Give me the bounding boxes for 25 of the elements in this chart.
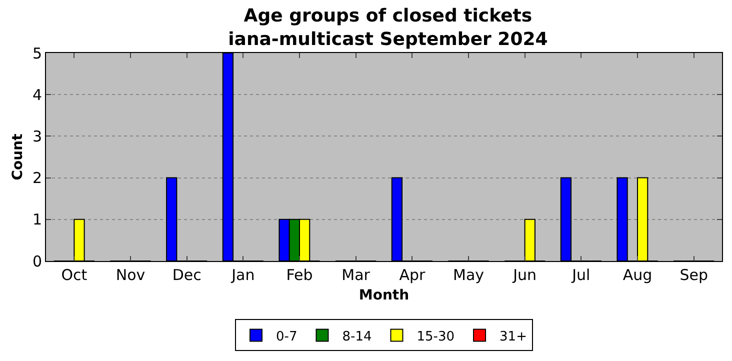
- x-tick-label: Apr: [399, 266, 426, 284]
- x-tick-label: Dec: [172, 266, 202, 284]
- legend-label: 0-7: [276, 329, 298, 344]
- x-tick-label: Aug: [622, 266, 652, 284]
- chart-title: Age groups of closed tickets iana-multicast September 2024: [228, 6, 548, 50]
- x-tick-label: Oct: [61, 266, 88, 284]
- y-tick-label: 3: [32, 127, 42, 146]
- x-tick-label: May: [452, 266, 484, 284]
- y-tick-label: 0: [32, 252, 42, 270]
- x-tick-label: Nov: [116, 266, 146, 284]
- y-axis-title: Count: [10, 133, 26, 180]
- x-tick-label: Jun: [512, 266, 537, 284]
- y-tick-label: 2: [32, 169, 42, 188]
- x-tick-label: Jan: [230, 266, 255, 284]
- legend-label: 8-14: [342, 329, 372, 344]
- x-tick-label: Mar: [342, 266, 371, 284]
- legend-label: 31+: [500, 329, 527, 344]
- x-axis-title: Month: [358, 287, 410, 304]
- x-tick-label: Sep: [680, 266, 708, 284]
- x-tick-label: Feb: [286, 266, 313, 284]
- x-tick-label: Jul: [571, 266, 590, 284]
- legend-label: 15-30: [416, 329, 455, 344]
- y-tick-label: 4: [32, 86, 42, 104]
- y-tick-label: 1: [32, 210, 42, 229]
- y-tick-label: 5: [32, 44, 42, 62]
